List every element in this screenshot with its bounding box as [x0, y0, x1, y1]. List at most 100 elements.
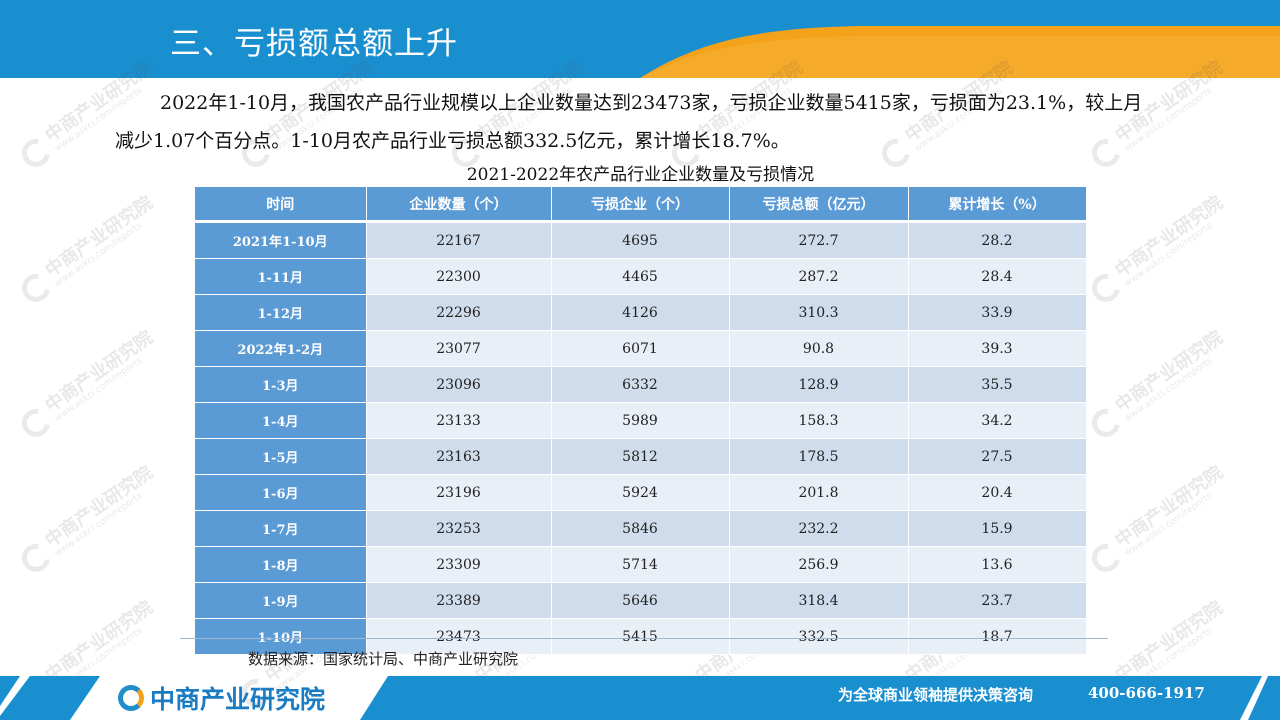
watermark-name: 中商产业研究院	[41, 597, 157, 687]
watermark-logo-icon	[1086, 403, 1126, 443]
watermark-url: www.askci.com/reports	[1122, 490, 1214, 559]
row-cumulative-growth: 15.9	[908, 510, 1087, 547]
watermark-url: www.askci.com/reports	[52, 490, 144, 559]
row-loss-enterprises: 5989	[551, 402, 730, 439]
row-loss-enterprises: 4126	[551, 294, 730, 331]
row-time: 2022年1-2月	[195, 330, 367, 367]
watermark-name: 中商产业研究院	[41, 327, 157, 417]
row-cumulative-growth: 18.7	[908, 618, 1087, 655]
table-row: 1-11月 22300 4465 287.2 28.4	[195, 258, 1087, 295]
footer-logo: 中商产业研究院	[118, 680, 325, 716]
row-enterprise-count: 23096	[366, 366, 552, 403]
row-time: 1-9月	[195, 582, 367, 619]
intro-paragraph: 2022年1-10月，我国农产品行业规模以上企业数量达到23473家，亏损企业数…	[115, 84, 1155, 160]
table-row: 1-9月 23389 5646 318.4 23.7	[195, 582, 1087, 619]
row-loss-enterprises: 5415	[551, 618, 730, 655]
row-total-loss: 310.3	[729, 294, 909, 331]
table-row: 1-10月 23473 5415 332.5 18.7	[195, 618, 1087, 655]
row-time: 1-11月	[195, 258, 367, 295]
col-header-loss-enterprises: 亏损企业（个）	[551, 187, 730, 223]
row-loss-enterprises: 4465	[551, 258, 730, 295]
row-total-loss: 256.9	[729, 546, 909, 583]
watermark-url: www.askci.com/reports	[52, 355, 144, 424]
row-cumulative-growth: 28.2	[908, 221, 1087, 259]
watermark-name: 中商产业研究院	[41, 462, 157, 552]
table-row: 1-12月 22296 4126 310.3 33.9	[195, 294, 1087, 331]
row-cumulative-growth: 39.3	[908, 330, 1087, 367]
row-enterprise-count: 22167	[366, 221, 552, 259]
row-enterprise-count: 23473	[366, 618, 552, 655]
row-cumulative-growth: 27.5	[908, 438, 1087, 475]
row-enterprise-count: 23077	[366, 330, 552, 367]
watermark-name: 中商产业研究院	[1111, 597, 1227, 687]
table-row: 2021年1-10月 22167 4695 272.7 28.2	[195, 221, 1087, 259]
row-time: 1-6月	[195, 474, 367, 511]
header-band	[0, 0, 1280, 78]
row-cumulative-growth: 13.6	[908, 546, 1087, 583]
table-row: 1-5月 23163 5812 178.5 27.5	[195, 438, 1087, 475]
table-row: 1-8月 23309 5714 256.9 13.6	[195, 546, 1087, 583]
table-row: 1-3月 23096 6332 128.9 35.5	[195, 366, 1087, 403]
row-loss-enterprises: 5812	[551, 438, 730, 475]
row-total-loss: 158.3	[729, 402, 909, 439]
row-loss-enterprises: 6332	[551, 366, 730, 403]
watermark-logo-icon	[16, 133, 56, 173]
askci-logo-icon	[118, 685, 144, 711]
row-enterprise-count: 23309	[366, 546, 552, 583]
watermark-url: www.askci.com/reports	[1122, 355, 1214, 424]
intro-text: 2022年1-10月，我国农产品行业规模以上企业数量达到23473家，亏损企业数…	[115, 92, 1143, 152]
table-row: 1-4月 23133 5989 158.3 34.2	[195, 402, 1087, 439]
watermark-name: 中商产业研究院	[1111, 462, 1227, 552]
row-cumulative-growth: 34.2	[908, 402, 1087, 439]
watermark-url: www.askci.com/reports	[1122, 220, 1214, 289]
source-divider	[180, 638, 1108, 639]
row-enterprise-count: 23389	[366, 582, 552, 619]
row-cumulative-growth: 23.7	[908, 582, 1087, 619]
row-time: 1-7月	[195, 510, 367, 547]
table-row: 2022年1-2月 23077 6071 90.8 39.3	[195, 330, 1087, 367]
footer-slogan: 为全球商业领袖提供决策咨询	[838, 686, 1034, 704]
col-header-total-loss: 亏损总额（亿元）	[729, 187, 909, 223]
row-enterprise-count: 22300	[366, 258, 552, 295]
data-source: 数据来源：国家统计局、中商产业研究院	[248, 650, 519, 668]
row-time: 1-5月	[195, 438, 367, 475]
row-time: 1-8月	[195, 546, 367, 583]
row-total-loss: 332.5	[729, 618, 909, 655]
row-cumulative-growth: 20.4	[908, 474, 1087, 511]
watermark-url: www.askci.com/reports	[52, 220, 144, 289]
table-body: 2021年1-10月 22167 4695 272.7 28.2 1-11月 22300 44…	[195, 221, 1087, 655]
row-enterprise-count: 23196	[366, 474, 552, 511]
row-time: 1-12月	[195, 294, 367, 331]
row-enterprise-count: 23133	[366, 402, 552, 439]
row-time: 1-10月	[195, 618, 367, 655]
row-total-loss: 272.7	[729, 221, 909, 259]
watermark-logo-icon	[1086, 268, 1126, 308]
row-loss-enterprises: 5714	[551, 546, 730, 583]
row-total-loss: 178.5	[729, 438, 909, 475]
footer-logo-text: 中商产业研究院	[150, 685, 326, 714]
col-header-cumulative-growth: 累计增长（%）	[908, 187, 1087, 223]
table-row: 1-7月 23253 5846 232.2 15.9	[195, 510, 1087, 547]
watermark-logo-icon	[1086, 538, 1126, 578]
watermark-name: 中商产业研究院	[41, 192, 157, 282]
row-enterprise-count: 22296	[366, 294, 552, 331]
section-title: 三、亏损额总额上升	[170, 26, 458, 62]
watermark-logo-icon	[16, 538, 56, 578]
loss-data-table: 时间 企业数量（个） 亏损企业（个） 亏损总额（亿元） 累计增长（%） 2021…	[195, 187, 1087, 655]
row-cumulative-growth: 35.5	[908, 366, 1087, 403]
row-enterprise-count: 23253	[366, 510, 552, 547]
row-loss-enterprises: 5646	[551, 582, 730, 619]
col-header-time: 时间	[195, 187, 367, 223]
watermark-name: 中商产业研究院	[1111, 327, 1227, 417]
row-total-loss: 201.8	[729, 474, 909, 511]
watermark-name: 中商产业研究院	[1111, 192, 1227, 282]
